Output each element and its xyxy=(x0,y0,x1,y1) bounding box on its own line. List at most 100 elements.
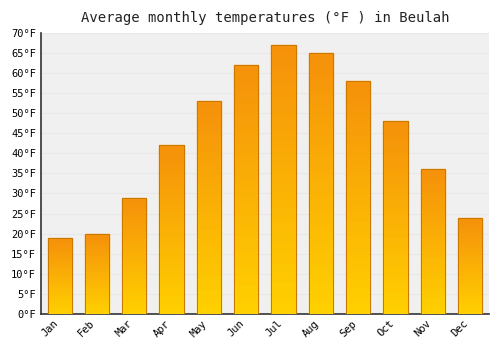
Bar xyxy=(48,312,72,314)
Bar xyxy=(122,279,146,281)
Bar xyxy=(458,218,482,314)
Bar xyxy=(197,165,221,169)
Bar xyxy=(309,158,333,163)
Bar xyxy=(48,253,72,254)
Bar xyxy=(160,186,184,189)
Bar xyxy=(458,244,482,246)
Bar xyxy=(234,175,258,180)
Bar xyxy=(48,250,72,251)
Bar xyxy=(421,172,445,175)
Bar xyxy=(122,246,146,248)
Bar xyxy=(85,286,109,288)
Bar xyxy=(421,169,445,314)
Bar xyxy=(346,91,370,95)
Bar xyxy=(272,142,295,147)
Bar xyxy=(197,118,221,122)
Bar xyxy=(384,233,407,237)
Bar xyxy=(346,230,370,235)
Bar xyxy=(234,75,258,80)
Bar xyxy=(384,248,407,252)
Bar xyxy=(346,151,370,156)
Bar xyxy=(48,270,72,271)
Bar xyxy=(85,296,109,297)
Bar xyxy=(85,248,109,250)
Bar xyxy=(85,246,109,248)
Bar xyxy=(48,309,72,311)
Bar xyxy=(197,208,221,212)
Bar xyxy=(384,283,407,287)
Bar xyxy=(272,158,295,163)
Bar xyxy=(122,286,146,288)
Bar xyxy=(384,260,407,264)
Bar xyxy=(309,121,333,126)
Bar xyxy=(272,308,295,314)
Bar xyxy=(309,257,333,261)
Bar xyxy=(160,213,184,216)
Bar xyxy=(122,225,146,228)
Bar xyxy=(384,121,407,125)
Bar xyxy=(48,271,72,273)
Bar xyxy=(309,189,333,194)
Bar xyxy=(346,244,370,248)
Bar xyxy=(122,202,146,204)
Bar xyxy=(160,300,184,303)
Bar xyxy=(234,184,258,189)
Bar xyxy=(384,218,407,222)
Bar xyxy=(197,237,221,241)
Bar xyxy=(197,199,221,203)
Bar xyxy=(421,175,445,178)
Bar xyxy=(346,211,370,216)
Bar xyxy=(309,194,333,199)
Bar xyxy=(197,241,221,246)
Bar xyxy=(234,189,258,195)
Bar xyxy=(234,224,258,229)
Bar xyxy=(346,165,370,170)
Bar xyxy=(458,290,482,293)
Bar xyxy=(48,295,72,297)
Bar xyxy=(85,304,109,306)
Bar xyxy=(48,285,72,286)
Bar xyxy=(234,264,258,269)
Bar xyxy=(272,292,295,298)
Bar xyxy=(421,236,445,239)
Bar xyxy=(272,276,295,281)
Bar xyxy=(346,123,370,128)
Bar xyxy=(85,266,109,267)
Bar xyxy=(309,53,333,314)
Bar xyxy=(48,289,72,291)
Bar xyxy=(85,262,109,264)
Bar xyxy=(384,244,407,248)
Bar xyxy=(160,172,184,176)
Bar xyxy=(85,261,109,262)
Bar xyxy=(160,253,184,257)
Bar xyxy=(160,203,184,206)
Bar xyxy=(458,289,482,290)
Bar xyxy=(309,84,333,90)
Bar xyxy=(346,174,370,179)
Bar xyxy=(346,100,370,105)
Bar xyxy=(48,257,72,259)
Bar xyxy=(272,45,295,314)
Bar xyxy=(458,264,482,266)
Bar xyxy=(197,246,221,250)
Bar xyxy=(160,152,184,155)
Bar xyxy=(458,233,482,235)
Bar xyxy=(85,269,109,271)
Bar xyxy=(309,303,333,308)
Bar xyxy=(85,280,109,282)
Bar xyxy=(122,293,146,295)
Bar xyxy=(272,222,295,228)
Bar xyxy=(272,93,295,99)
Bar xyxy=(160,196,184,199)
Bar xyxy=(197,161,221,165)
Bar xyxy=(85,290,109,291)
Bar xyxy=(85,291,109,293)
Bar xyxy=(160,162,184,166)
Bar xyxy=(421,230,445,233)
Bar xyxy=(160,277,184,280)
Bar xyxy=(160,240,184,243)
Bar xyxy=(234,85,258,90)
Bar xyxy=(234,284,258,289)
Bar xyxy=(346,258,370,262)
Bar xyxy=(309,126,333,131)
